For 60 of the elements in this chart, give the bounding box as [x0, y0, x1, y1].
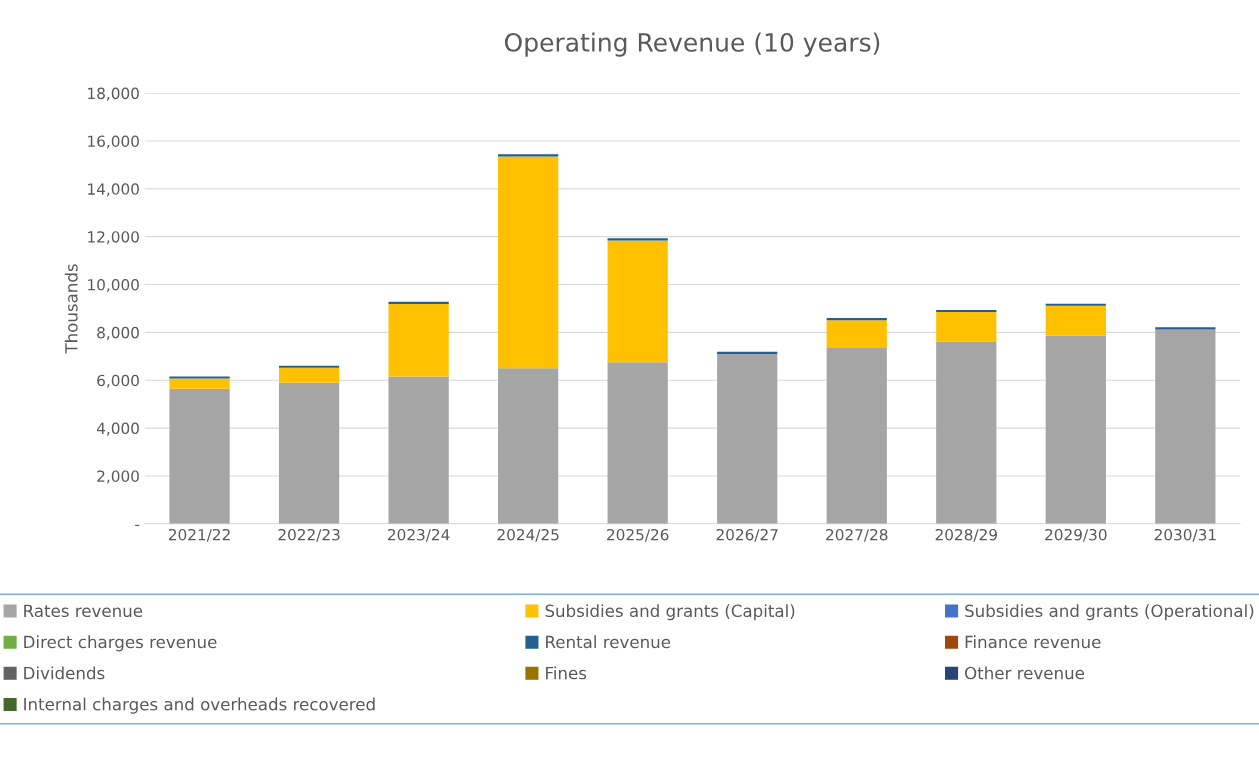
y-tick-label: 18,000 — [88, 87, 139, 101]
bar — [388, 303, 449, 377]
bar — [169, 388, 230, 524]
y-tick-label: 2,000 — [97, 470, 139, 484]
y-tick-label: 6,000 — [97, 374, 139, 388]
bar — [607, 362, 668, 524]
legend-label: Rates revenue — [24, 604, 143, 618]
bar — [169, 376, 230, 379]
legend-label: Rental revenue — [546, 635, 671, 649]
y-tick-label: - — [135, 524, 140, 527]
bar — [936, 341, 997, 524]
bar — [826, 320, 887, 348]
x-tick-label: 2023/24 — [388, 528, 450, 542]
bar — [169, 378, 230, 389]
legend-label: Fines — [546, 666, 587, 680]
legend-label: Dividends — [24, 666, 105, 680]
legend-label: Subsidies and grants (Capital) — [545, 604, 795, 621]
legend-label: Subsidies and grants (Operational) — [965, 604, 1254, 621]
legend-label: Other revenue — [965, 666, 1085, 680]
bar — [278, 367, 340, 383]
bar — [936, 312, 997, 342]
y-axis-title: Thousands — [64, 264, 78, 354]
y-tick-label: 8,000 — [97, 326, 139, 340]
legend-label: Internal charges and overheads recovered — [24, 697, 375, 714]
x-tick-label: 2024/25 — [497, 528, 559, 542]
bar — [388, 301, 449, 304]
chart-title: Operating Revenue (10 years) — [504, 32, 880, 57]
x-tick-label: 2026/27 — [716, 528, 778, 542]
y-tick-label: 12,000 — [88, 231, 139, 245]
bar — [1045, 303, 1106, 306]
legend-label: Direct charges revenue — [24, 635, 217, 652]
x-tick-label: 2030/31 — [1154, 528, 1216, 542]
x-tick-label: 2021/22 — [168, 528, 230, 542]
y-tick-label: 14,000 — [88, 183, 139, 197]
x-tick-label: 2029/30 — [1045, 528, 1107, 542]
y-tick-label: 16,000 — [88, 135, 139, 149]
bar — [498, 368, 559, 524]
bar — [1045, 335, 1106, 524]
bar — [936, 309, 997, 313]
x-tick-label: 2025/26 — [607, 528, 669, 542]
bar — [607, 240, 668, 363]
y-tick-label: 4,000 — [96, 422, 139, 436]
bar — [388, 376, 449, 524]
bar — [717, 353, 778, 524]
bar — [1155, 329, 1216, 524]
bar — [1155, 327, 1216, 330]
bar — [826, 318, 887, 321]
y-tick-label: 10,000 — [88, 279, 139, 293]
legend-label: Finance revenue — [965, 635, 1101, 649]
bar — [607, 238, 668, 241]
x-tick-label: 2028/29 — [935, 528, 997, 542]
bar — [826, 347, 887, 524]
bar — [278, 382, 340, 524]
bar — [278, 365, 340, 368]
x-tick-label: 2022/23 — [278, 528, 340, 542]
x-tick-label: 2027/28 — [826, 528, 888, 542]
bar — [498, 154, 559, 157]
bar — [1045, 305, 1106, 336]
bar — [717, 351, 778, 354]
bar — [498, 156, 559, 369]
